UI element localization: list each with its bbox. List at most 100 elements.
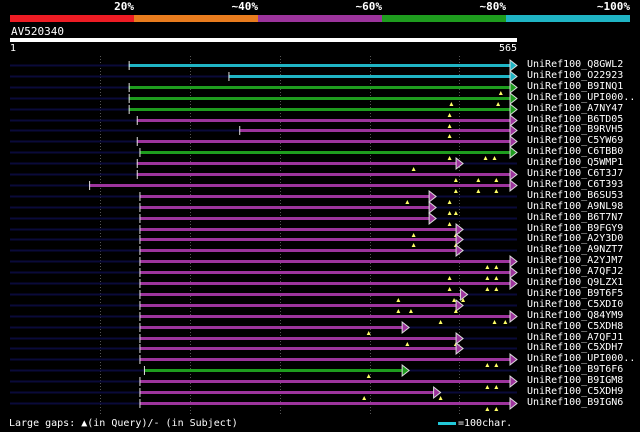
hit-bar[interactable] [139,304,458,307]
hit-link[interactable]: UniRef100_A2YJM7 [527,255,624,266]
hit-row[interactable] [10,80,518,95]
hit-bar[interactable] [136,162,458,165]
hit-link[interactable]: UniRef100_B6TD05 [527,114,624,125]
hit-row[interactable] [10,58,518,73]
hit-bar[interactable] [139,206,431,209]
hit-bar[interactable] [139,293,462,296]
hit-link[interactable]: UniRef100_B9T6F6 [527,364,624,375]
hit-row[interactable] [10,243,517,258]
hit-bar[interactable] [139,391,435,394]
hit-bar[interactable] [139,271,511,274]
hit-link[interactable]: UniRef100_B9FGY9 [527,223,624,234]
hit-row[interactable] [10,232,517,247]
hit-link[interactable]: UniRef100_B9RVH5 [527,124,624,135]
hit-bar[interactable] [139,217,431,220]
hit-bar[interactable] [139,249,458,252]
hit-bar[interactable] [139,358,511,361]
hit-bar[interactable] [139,315,511,318]
hit-bar[interactable] [128,97,511,100]
hit-link[interactable]: UniRef100_B9T6F5 [527,288,624,299]
hit-bar[interactable] [139,326,404,329]
hit-row[interactable] [10,145,518,160]
hit-row[interactable] [10,69,518,84]
hit-row[interactable] [10,363,517,378]
query-gap-marker-icon [405,342,410,346]
hit-bar[interactable] [239,129,511,132]
hit-row[interactable] [10,113,518,128]
hit-bar[interactable] [128,108,511,111]
hit-row[interactable] [10,156,517,171]
hit-link[interactable]: UniRef100_C6TBB0 [527,146,624,157]
hit-row[interactable] [10,134,518,149]
hit-bar[interactable] [139,380,511,383]
hit-row[interactable] [10,374,518,389]
hit-bar[interactable] [228,75,512,78]
hit-link[interactable]: UniRef100_Q8GWL2 [527,59,624,70]
hit-link[interactable]: UniRef100_B6SU53 [527,190,624,201]
hit-link[interactable]: UniRef100_B6T7N7 [527,212,624,223]
hit-link[interactable]: UniRef100_A9NL98 [527,201,624,212]
hit-bar[interactable] [136,173,511,176]
hit-link[interactable]: UniRef100_C5XDH9 [527,386,624,397]
hit-bar[interactable] [139,238,458,241]
hit-link[interactable]: UniRef100_A7QFJ2 [527,266,624,277]
hit-link[interactable]: UniRef100_UPI000.. [527,353,636,364]
hit-bar[interactable] [139,260,511,263]
hit-bar[interactable] [136,119,511,122]
hit-row[interactable] [10,189,517,204]
hit-row[interactable] [10,309,518,324]
hit-row[interactable] [10,287,517,302]
hit-bar[interactable] [139,282,511,285]
hit-link[interactable]: UniRef100_C6T393 [527,179,624,190]
hit-row[interactable] [10,222,517,237]
hit-link[interactable]: UniRef100_B9IGN6 [527,397,624,408]
hit-link[interactable]: UniRef100_C5XDH8 [527,321,624,332]
hit-row[interactable] [10,385,517,400]
hit-link[interactable]: UniRef100_O22923 [527,70,624,81]
hit-row[interactable] [10,102,518,117]
hit-row[interactable] [10,331,517,346]
hit-row[interactable] [10,254,518,269]
hit-row[interactable] [10,211,517,226]
hit-bar[interactable] [139,337,458,340]
hit-bar[interactable] [139,347,458,350]
hit-link[interactable]: UniRef100_A2Y3D0 [527,233,624,244]
hit-start-tick [139,388,141,397]
hit-row[interactable] [10,341,517,356]
hit-link[interactable]: UniRef100_B9INQ1 [527,81,624,92]
hit-link[interactable]: UniRef100_Q9LZX1 [527,277,624,288]
hit-bar[interactable] [89,184,511,187]
hit-row[interactable] [10,178,518,193]
hit-row[interactable] [10,276,518,291]
query-gap-marker-icon [453,309,458,313]
hit-row[interactable] [10,298,517,313]
hit-bar[interactable] [136,140,511,143]
hit-link[interactable]: UniRef100_C6T3J7 [527,168,624,179]
hit-bar[interactable] [143,369,404,372]
hit-link[interactable]: UniRef100_C5XDI0 [527,299,624,310]
hit-row[interactable] [10,320,517,335]
hit-link[interactable]: UniRef100_Q5WMP1 [527,157,624,168]
hit-bar[interactable] [139,195,431,198]
hit-row[interactable] [10,352,518,367]
hit-row[interactable] [10,265,518,280]
hit-start-tick [139,148,141,157]
hit-link[interactable]: UniRef100_C5YW69 [527,135,624,146]
hit-bar[interactable] [139,228,458,231]
hit-bar[interactable] [139,402,511,405]
hit-bar[interactable] [128,86,511,89]
hit-link[interactable]: UniRef100_A7NY47 [527,103,624,114]
hit-bar[interactable] [139,151,511,154]
hit-bar[interactable] [128,64,511,67]
hit-row[interactable] [10,91,518,106]
hit-link[interactable]: UniRef100_C5XDH7 [527,342,624,353]
hit-row[interactable] [10,167,518,182]
hit-row[interactable] [10,123,518,138]
hit-link[interactable]: UniRef100_B9IGM8 [527,375,624,386]
hit-link[interactable]: UniRef100_UPI000.. [527,92,636,103]
hit-row[interactable] [10,200,517,215]
hit-link[interactable]: UniRef100_Q84YM9 [527,310,624,321]
hit-link[interactable]: UniRef100_A9NZT7 [527,244,624,255]
hit-link[interactable]: UniRef100_A7QFJ1 [527,332,624,343]
hit-row[interactable] [10,396,518,411]
